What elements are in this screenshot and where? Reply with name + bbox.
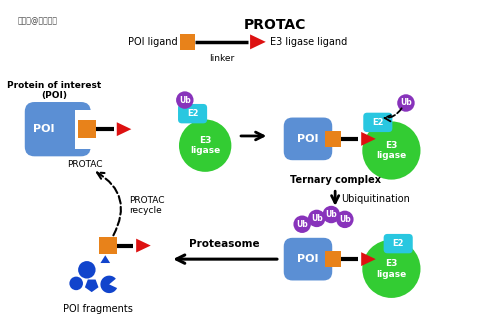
Bar xyxy=(326,252,341,267)
Polygon shape xyxy=(117,122,131,136)
Text: POI fragments: POI fragments xyxy=(63,304,132,314)
Text: (POI): (POI) xyxy=(41,91,67,100)
Circle shape xyxy=(69,277,83,290)
FancyBboxPatch shape xyxy=(363,113,392,132)
Text: POI ligand: POI ligand xyxy=(128,37,178,47)
Bar xyxy=(100,237,117,254)
Text: E3
ligase: E3 ligase xyxy=(190,136,220,155)
Text: POI: POI xyxy=(297,254,319,264)
Circle shape xyxy=(179,120,231,172)
Circle shape xyxy=(308,210,326,227)
Text: Ubiquitination: Ubiquitination xyxy=(341,194,410,204)
Circle shape xyxy=(336,211,354,228)
FancyBboxPatch shape xyxy=(25,102,91,156)
Bar xyxy=(180,34,195,50)
Text: Ub: Ub xyxy=(400,99,412,108)
Polygon shape xyxy=(361,252,376,266)
Text: PROTAC: PROTAC xyxy=(67,160,103,169)
Text: POI: POI xyxy=(34,124,55,134)
Text: 搜狐号@青莲百奥: 搜狐号@青莲百奥 xyxy=(18,16,58,25)
Text: Ub: Ub xyxy=(339,215,351,224)
Circle shape xyxy=(78,261,96,279)
Bar xyxy=(78,121,96,138)
FancyBboxPatch shape xyxy=(284,238,332,281)
Polygon shape xyxy=(361,132,376,146)
Text: Ub: Ub xyxy=(325,210,337,219)
Polygon shape xyxy=(250,34,266,49)
Circle shape xyxy=(176,91,193,109)
Text: E2: E2 xyxy=(392,239,404,248)
Bar xyxy=(75,110,91,149)
Bar xyxy=(326,131,341,147)
Text: Ub: Ub xyxy=(179,96,191,105)
Circle shape xyxy=(294,215,311,233)
Circle shape xyxy=(323,206,340,223)
Text: PROTAC: PROTAC xyxy=(244,18,306,32)
Text: Ub: Ub xyxy=(311,214,323,223)
FancyBboxPatch shape xyxy=(284,118,332,160)
Text: E3 ligase ligand: E3 ligase ligand xyxy=(270,37,347,47)
FancyBboxPatch shape xyxy=(384,234,413,253)
Text: PROTAC
recycle: PROTAC recycle xyxy=(130,196,165,215)
Text: Ternary complex: Ternary complex xyxy=(290,175,381,185)
Circle shape xyxy=(362,122,420,180)
Wedge shape xyxy=(100,276,117,293)
Text: Proteasome: Proteasome xyxy=(189,239,260,249)
FancyBboxPatch shape xyxy=(178,104,207,123)
Polygon shape xyxy=(85,280,99,292)
Text: linker: linker xyxy=(209,53,234,62)
Circle shape xyxy=(397,94,415,112)
Circle shape xyxy=(362,240,420,298)
Text: E2: E2 xyxy=(187,109,198,118)
Text: E3
ligase: E3 ligase xyxy=(376,259,406,279)
Polygon shape xyxy=(100,255,110,263)
Text: E2: E2 xyxy=(372,118,384,127)
Text: E3
ligase: E3 ligase xyxy=(376,141,406,160)
Text: Protein of interest: Protein of interest xyxy=(7,81,101,90)
Polygon shape xyxy=(136,238,151,253)
Text: POI: POI xyxy=(297,134,319,144)
Text: Ub: Ub xyxy=(296,220,308,229)
